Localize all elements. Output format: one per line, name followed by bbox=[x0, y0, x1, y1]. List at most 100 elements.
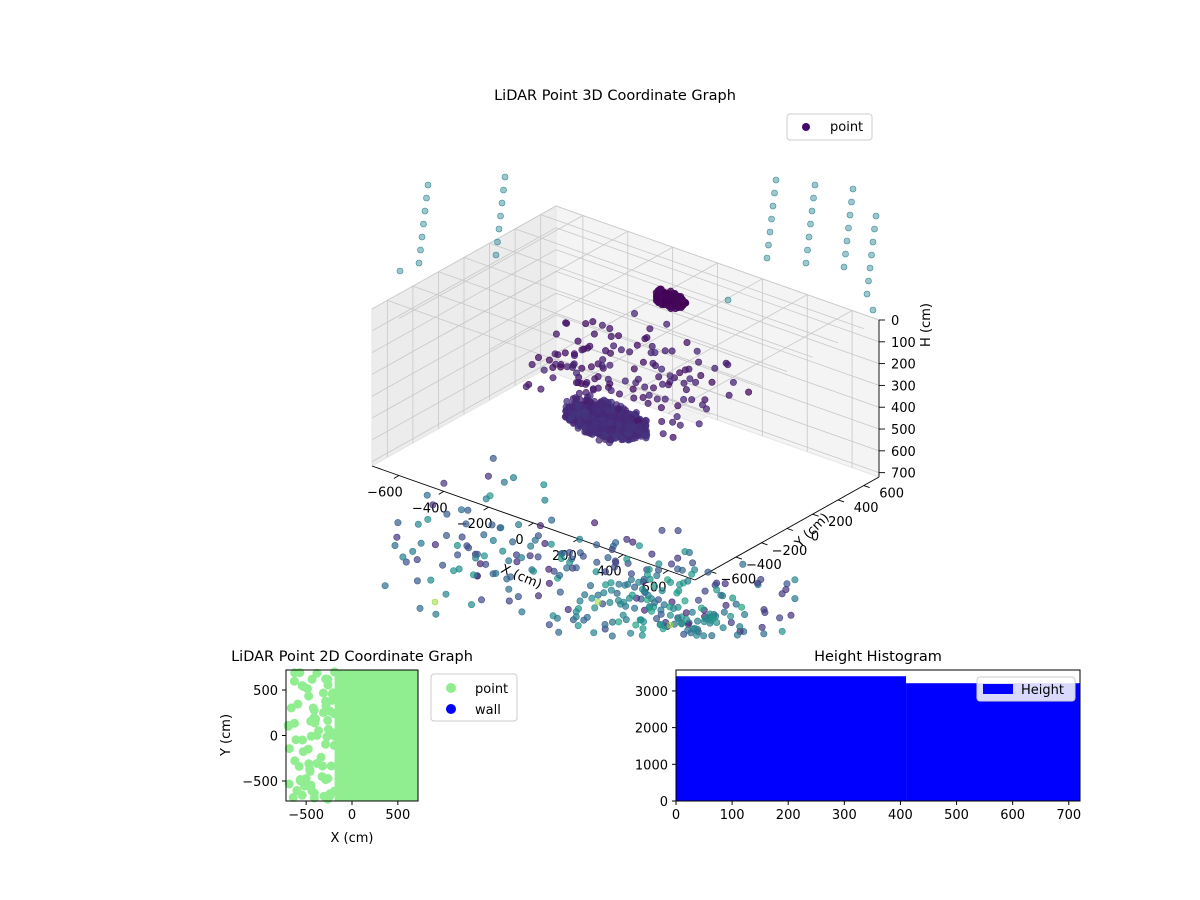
data-point-3d bbox=[641, 383, 649, 391]
data-point-3d bbox=[657, 606, 665, 614]
points-group-3d bbox=[381, 173, 880, 640]
data-point-3d bbox=[548, 516, 556, 524]
data-point-3d bbox=[612, 416, 620, 424]
y-tick-label-3d: −600 bbox=[720, 572, 756, 587]
data-point-3d bbox=[591, 519, 599, 527]
point-marker-2d bbox=[307, 786, 317, 796]
point-marker-2d bbox=[297, 681, 307, 691]
data-point-3d bbox=[680, 379, 688, 387]
data-point-3d bbox=[554, 351, 562, 359]
y-tick-label-histogram: 1000 bbox=[635, 758, 668, 773]
data-point-3d bbox=[469, 571, 477, 579]
data-point-3d bbox=[661, 298, 669, 306]
point-marker-2d bbox=[321, 739, 330, 749]
data-point-3d bbox=[498, 199, 506, 207]
data-point-3d bbox=[782, 586, 790, 594]
grid-z-left bbox=[371, 314, 557, 419]
point-marker-2d bbox=[319, 708, 328, 718]
data-point-3d bbox=[678, 620, 686, 628]
data-point-3d bbox=[608, 545, 616, 553]
data-point-3d bbox=[682, 615, 690, 623]
data-point-3d bbox=[729, 378, 737, 386]
x-tick-label-3d: −600 bbox=[367, 486, 403, 501]
x-tick-3d bbox=[662, 570, 669, 574]
data-point-3d bbox=[432, 610, 440, 618]
data-point-3d bbox=[656, 621, 664, 629]
data-point-3d bbox=[505, 585, 513, 593]
data-point-3d bbox=[572, 369, 580, 377]
data-point-3d bbox=[727, 612, 735, 620]
data-point-3d bbox=[680, 395, 688, 403]
data-point-3d bbox=[457, 506, 465, 514]
data-point-3d bbox=[531, 536, 539, 544]
x-tick-label-3d: −400 bbox=[412, 501, 448, 516]
data-point-3d bbox=[765, 241, 772, 249]
point-marker-2d bbox=[288, 793, 298, 802]
data-point-3d bbox=[693, 347, 701, 355]
data-point-3d bbox=[545, 579, 553, 587]
grid-z-back bbox=[555, 205, 880, 321]
data-point-3d bbox=[464, 506, 472, 514]
data-point-3d bbox=[769, 202, 777, 210]
data-point-3d bbox=[606, 436, 614, 444]
grid-z-left bbox=[371, 271, 557, 375]
data-point-3d bbox=[497, 524, 505, 532]
data-point-3d bbox=[771, 189, 778, 197]
data-point-3d bbox=[666, 611, 674, 619]
data-point-3d bbox=[484, 472, 492, 480]
data-point-3d bbox=[598, 321, 606, 329]
data-point-3d bbox=[528, 360, 536, 368]
data-point-3d bbox=[494, 238, 501, 246]
y-tick-label-histogram: 3000 bbox=[635, 685, 668, 700]
data-point-3d bbox=[693, 631, 701, 639]
point-marker-2d bbox=[284, 744, 294, 754]
point-marker-2d bbox=[325, 706, 335, 716]
data-point-3d bbox=[676, 421, 684, 429]
data-point-3d bbox=[592, 568, 600, 576]
data-point-3d bbox=[394, 519, 402, 527]
data-point-3d bbox=[612, 539, 620, 547]
data-point-3d bbox=[664, 381, 672, 389]
x-tick-label-2d: 0 bbox=[348, 808, 356, 823]
z-tick-label-3d: 300 bbox=[891, 379, 916, 394]
point-marker-2d bbox=[319, 791, 329, 801]
data-point-3d bbox=[648, 550, 656, 558]
data-point-3d bbox=[719, 624, 727, 632]
point-marker-2d bbox=[305, 766, 315, 776]
data-point-3d bbox=[596, 425, 604, 433]
data-point-3d bbox=[724, 361, 732, 369]
point-marker-2d bbox=[312, 730, 322, 740]
point-fill-2d bbox=[283, 667, 418, 804]
data-point-3d bbox=[575, 403, 583, 411]
z-tick-label-3d: 600 bbox=[891, 445, 916, 460]
data-point-3d bbox=[669, 604, 677, 612]
data-point-3d bbox=[453, 541, 461, 549]
data-point-3d bbox=[594, 406, 602, 414]
chart3d-title: LiDAR Point 3D Coordinate Graph bbox=[494, 88, 736, 104]
data-point-3d bbox=[581, 591, 589, 599]
data-point-3d bbox=[565, 548, 573, 556]
y-tick-label-3d: −400 bbox=[746, 558, 782, 573]
data-point-3d bbox=[463, 542, 471, 550]
data-point-3d bbox=[649, 384, 657, 392]
data-point-3d bbox=[443, 510, 451, 518]
scatter2d-chart: LiDAR Point 2D Coordinate Graph −500 0 500… bbox=[219, 649, 518, 846]
data-point-3d bbox=[601, 568, 609, 576]
data-point-3d bbox=[589, 386, 597, 394]
data-point-3d bbox=[736, 623, 744, 631]
data-point-3d bbox=[606, 324, 614, 332]
data-point-3d bbox=[643, 334, 651, 342]
data-point-3d bbox=[630, 394, 638, 402]
legend-histogram: Height bbox=[976, 676, 1076, 702]
data-point-3d bbox=[633, 341, 641, 349]
x-tick-label-3d: −200 bbox=[457, 517, 493, 532]
grid-z-left bbox=[371, 249, 557, 353]
data-point-3d bbox=[594, 598, 602, 606]
data-point-3d bbox=[674, 527, 682, 535]
data-point-3d bbox=[505, 597, 513, 605]
y-tick-3d bbox=[761, 542, 768, 546]
legend-2d-point-label: point bbox=[475, 682, 508, 697]
data-point-3d bbox=[658, 380, 666, 388]
data-point-3d bbox=[517, 554, 525, 562]
point-marker-2d bbox=[327, 689, 337, 699]
